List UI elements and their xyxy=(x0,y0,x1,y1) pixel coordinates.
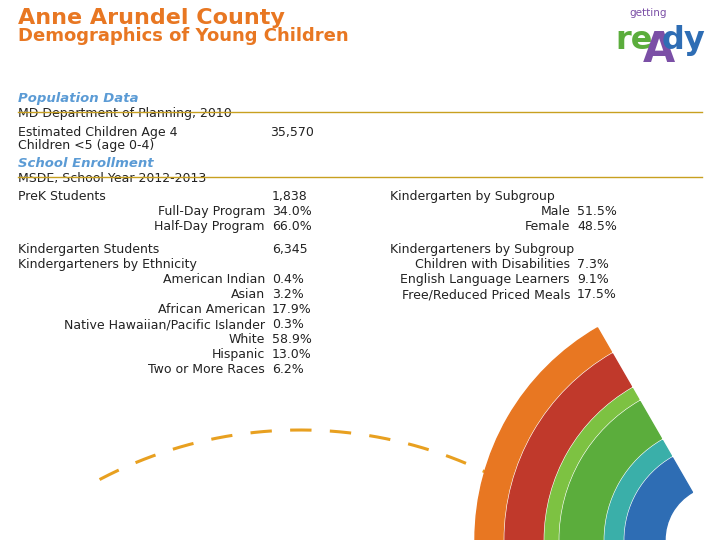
Text: Population Data: Population Data xyxy=(18,92,139,105)
Text: Male: Male xyxy=(540,205,570,218)
Text: getting: getting xyxy=(629,8,667,18)
Text: Kindergarteners by Ethnicity: Kindergarteners by Ethnicity xyxy=(18,258,197,271)
Wedge shape xyxy=(605,441,672,540)
Text: Full-Day Program: Full-Day Program xyxy=(158,205,265,218)
Text: 1,838: 1,838 xyxy=(272,190,307,203)
Text: 7.3%: 7.3% xyxy=(577,258,609,271)
Wedge shape xyxy=(505,354,631,540)
Text: Demographics of Young Children: Demographics of Young Children xyxy=(18,27,348,45)
Wedge shape xyxy=(545,388,639,540)
Text: Kindergarten by Subgroup: Kindergarten by Subgroup xyxy=(390,190,554,203)
Text: Asian: Asian xyxy=(231,288,265,301)
Wedge shape xyxy=(625,458,693,540)
Text: 6,345: 6,345 xyxy=(272,243,307,256)
Text: American Indian: American Indian xyxy=(163,273,265,286)
Text: Free/Reduced Priced Meals: Free/Reduced Priced Meals xyxy=(402,288,570,301)
Text: 17.5%: 17.5% xyxy=(577,288,617,301)
Text: 66.0%: 66.0% xyxy=(272,220,312,233)
Text: A: A xyxy=(643,29,675,71)
Text: 0.4%: 0.4% xyxy=(272,273,304,286)
Text: MSDE, School Year 2012-2013: MSDE, School Year 2012-2013 xyxy=(18,172,206,185)
Text: 35,570: 35,570 xyxy=(270,126,314,139)
Text: Estimated Children Age 4: Estimated Children Age 4 xyxy=(18,126,178,139)
Text: 3.2%: 3.2% xyxy=(272,288,304,301)
Text: Kindergarten Students: Kindergarten Students xyxy=(18,243,159,256)
Text: PreK Students: PreK Students xyxy=(18,190,106,203)
Text: 34.0%: 34.0% xyxy=(272,205,312,218)
Text: English Language Learners: English Language Learners xyxy=(400,273,570,286)
Text: Anne Arundel County: Anne Arundel County xyxy=(18,8,285,28)
Text: White: White xyxy=(229,333,265,346)
Text: Children with Disabilities: Children with Disabilities xyxy=(415,258,570,271)
Wedge shape xyxy=(560,401,662,540)
Text: Kindergarteners by Subgroup: Kindergarteners by Subgroup xyxy=(390,243,574,256)
Text: 51.5%: 51.5% xyxy=(577,205,617,218)
Text: Half-Day Program: Half-Day Program xyxy=(155,220,265,233)
Text: Native Hawaiian/Pacific Islander: Native Hawaiian/Pacific Islander xyxy=(64,318,265,331)
Text: 6.2%: 6.2% xyxy=(272,363,304,376)
Text: MD Department of Planning, 2010: MD Department of Planning, 2010 xyxy=(18,107,232,120)
Text: re: re xyxy=(615,25,652,56)
Text: School Enrollment: School Enrollment xyxy=(18,157,153,170)
Text: 48.5%: 48.5% xyxy=(577,220,617,233)
Text: 17.9%: 17.9% xyxy=(272,303,312,316)
Text: Hispanic: Hispanic xyxy=(212,348,265,361)
Text: 58.9%: 58.9% xyxy=(272,333,312,346)
Text: Female: Female xyxy=(525,220,570,233)
Text: 9.1%: 9.1% xyxy=(577,273,608,286)
Text: 13.0%: 13.0% xyxy=(272,348,312,361)
Text: dy: dy xyxy=(662,25,706,56)
Text: Two or More Races: Two or More Races xyxy=(148,363,265,376)
Text: African American: African American xyxy=(158,303,265,316)
Text: Children <5 (age 0-4): Children <5 (age 0-4) xyxy=(18,139,154,152)
Text: 0.3%: 0.3% xyxy=(272,318,304,331)
Wedge shape xyxy=(475,328,611,540)
